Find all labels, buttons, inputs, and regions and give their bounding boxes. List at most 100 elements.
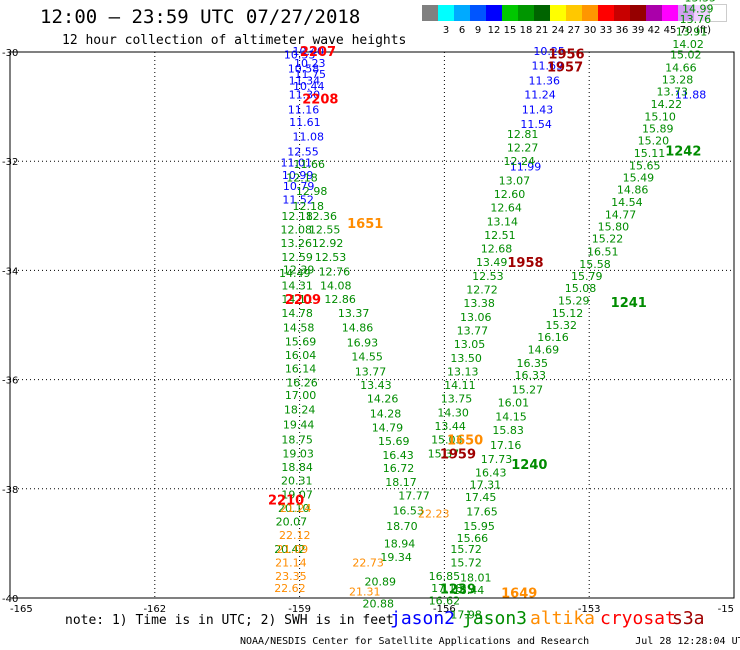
- swh-point-jason3: 14.86: [342, 322, 374, 335]
- swh-point-jason3: 12.51: [484, 229, 516, 242]
- swh-point-jason2: 10.40: [293, 45, 325, 58]
- swh-point-jason2: 11.99: [510, 161, 542, 174]
- colorbar-cell: [678, 5, 694, 21]
- credit-text: NOAA/NESDIS Center for Satellite Applica…: [240, 636, 590, 647]
- swh-point-jason2: 10.53: [284, 49, 316, 62]
- swh-point-jason3: 13.37: [338, 307, 370, 320]
- swh-point-jason3: 14.22: [651, 98, 683, 111]
- swh-point-jason2: 11.01: [280, 156, 312, 169]
- swh-point-jason3: 13.13: [447, 365, 479, 378]
- colorbar-label: 18: [519, 25, 533, 36]
- time-label: 1651: [347, 217, 383, 232]
- swh-point-jason3: 19.07: [281, 488, 313, 501]
- swh-point-jason3: 14.78: [281, 307, 313, 320]
- colorbar-cell: [646, 5, 662, 21]
- swh-point-jason3: 17.45: [465, 491, 497, 504]
- time-label: 1958: [507, 256, 543, 271]
- colorbar-cell: [582, 5, 598, 21]
- colorbar-label: 21: [535, 25, 549, 36]
- colorbar-cell: [470, 5, 486, 21]
- swh-point-jason3: 14.86: [617, 184, 649, 197]
- swh-point-jason3: 20.07: [276, 516, 308, 529]
- swh-point-jason3: 15.89: [642, 122, 674, 135]
- swh-point-jason3: 15.80: [598, 221, 630, 234]
- swh-point-jason3: 14.28: [370, 407, 402, 420]
- swh-point-jason3: 11.66: [294, 158, 326, 171]
- swh-point-jason3: 16.16: [537, 331, 569, 344]
- swh-point-jason3: 13.06: [460, 311, 492, 324]
- swh-point-jason3: 14.49: [279, 267, 311, 280]
- colorbar-cell: [502, 5, 518, 21]
- swh-point-jason2: 11.08: [293, 131, 325, 144]
- y-tick-label: -38: [2, 485, 18, 496]
- swh-point-jason3: 14.31: [281, 280, 313, 293]
- x-tick-label: -15: [718, 604, 734, 615]
- swh-point-jason3: 15.32: [545, 319, 577, 332]
- legend-item-cryosat: cryosat: [600, 608, 676, 629]
- swh-point-jason3: 16.35: [516, 357, 548, 370]
- swh-point-jason3: 15.79: [571, 270, 603, 283]
- swh-point-jason3: 13.43: [360, 379, 392, 392]
- swh-point-jason3: 20.88: [363, 597, 395, 610]
- swh-point-jason3: 20.42: [274, 543, 306, 556]
- swh-point-altika: 22.23: [418, 507, 450, 520]
- swh-point-jason3: 15.10: [644, 110, 676, 123]
- swh-point-jason3: 16.53: [392, 505, 424, 518]
- swh-point-jason3: 13.91: [676, 25, 708, 38]
- swh-point-jason3: 15.37: [428, 447, 460, 460]
- swh-colorbar: 3 6 9 12 15 18 21 24 27 30 33 36 39 42 45 70 (ft): [422, 4, 734, 36]
- swh-point-jason3: 16.62: [429, 595, 461, 608]
- colorbar-label: 42: [647, 25, 661, 36]
- plot-frame: [9, 51, 735, 599]
- swh-point-jason3: 14.08: [320, 280, 352, 293]
- swh-point-jason3: 12.36: [306, 210, 338, 223]
- swh-point-jason3: 15.20: [638, 134, 670, 147]
- swh-point-altika: 22.62: [274, 582, 306, 595]
- y-tick-label: -36: [2, 376, 18, 387]
- y-tick-label: -32: [2, 157, 18, 168]
- swh-point-jason3: 14.58: [283, 322, 315, 335]
- swh-point-jason3: 16.01: [498, 397, 530, 410]
- swh-point-jason3: 12.59: [281, 251, 313, 264]
- swh-point-jason3: 15.11: [634, 147, 666, 160]
- legend-item-jason2: jason2: [390, 608, 456, 629]
- swh-point-jason3: 17.98: [450, 608, 482, 621]
- time-label: 2208: [302, 92, 338, 107]
- swh-point-jason3: 12.08: [280, 223, 312, 236]
- swh-point-jason3: 13.50: [450, 352, 482, 365]
- time-label: 1956: [548, 48, 584, 63]
- swh-point-jason3: 12.55: [309, 223, 341, 236]
- swh-point-jason3: 19.44: [283, 418, 315, 431]
- swh-point-altika: 23.35: [275, 570, 307, 583]
- colorbar-label: 15: [503, 25, 517, 36]
- swh-point-jason3: 13.26: [280, 237, 312, 250]
- swh-point-jason3: 13.38: [463, 297, 495, 310]
- colorbar-label: 9: [474, 25, 482, 36]
- swh-point-jason3: 14.99: [682, 2, 714, 15]
- swh-point-jason3: 16.14: [285, 363, 317, 376]
- time-label: 2209: [285, 293, 321, 308]
- swh-point-jason3: 15.65: [629, 160, 661, 173]
- swh-point-jason3: 15.66: [457, 532, 489, 545]
- colorbar-cell: [598, 5, 614, 21]
- time-label: 1240: [511, 458, 547, 473]
- swh-point-jason2: 11.52: [282, 193, 314, 206]
- swh-point-jason3: 12.27: [507, 142, 539, 155]
- time-label: 2207: [300, 45, 336, 60]
- swh-point-jason3: 20.89: [364, 576, 396, 589]
- swh-point-jason3: 13.77: [355, 365, 387, 378]
- swh-point-jason3: 12.39: [283, 263, 315, 276]
- colorbar-label: 30: [583, 25, 597, 36]
- swh-point-jason3: 14.69: [528, 344, 560, 357]
- colorbar-cell: [630, 5, 646, 21]
- time-label: 1242: [665, 144, 701, 159]
- colorbar-label: 70: [679, 25, 693, 36]
- swh-point-jason3: 15.03: [431, 434, 463, 447]
- swh-point-altika: 21.09: [277, 543, 309, 556]
- footer-credit: NOAA/NESDIS Center for Satellite Applica…: [240, 636, 740, 647]
- swh-point-jason3: 12.86: [324, 293, 356, 306]
- time-label: 1959: [440, 447, 476, 462]
- colorbar-cell: [614, 5, 630, 21]
- swh-point-jason3: 13.14: [487, 215, 519, 228]
- swh-point-jason3: 12.98: [296, 185, 328, 198]
